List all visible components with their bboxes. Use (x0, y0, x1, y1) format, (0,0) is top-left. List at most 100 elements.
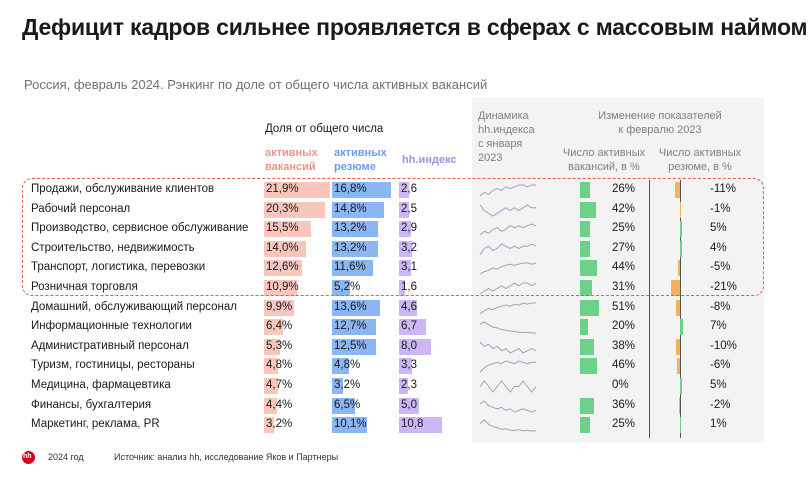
resumes-bar (332, 260, 373, 277)
hh-index-bar (399, 358, 413, 375)
vacancy-change-bar (580, 417, 590, 434)
hh-index-value: 4,6 (401, 300, 417, 313)
resumes-value: 16,8% (334, 183, 367, 195)
resumes-bar (332, 299, 380, 316)
hh-index-value: 3,3 (401, 359, 417, 372)
resume-change-value: -2% (710, 398, 731, 411)
hh-index-sparkline (479, 360, 536, 373)
table-row: Информационные технологии 6,4% 12,7% 6,7 20%… (0, 317, 808, 337)
header-resumes-line1: активных (334, 147, 387, 159)
resumes-bar (332, 201, 384, 218)
vacancies-bar (264, 240, 306, 257)
resumes-value: 12,7% (334, 320, 367, 333)
vacancies-value: 14,0% (266, 241, 299, 254)
header-dynamics: Динамика hh.индекса с января 2023 (478, 109, 535, 165)
header-vacancies-line2: вакансий (265, 161, 316, 173)
row-label: Транспорт, логистика, перевозки (31, 261, 206, 274)
chart-subtitle: Россия, февраль 2024. Рэнкинг по доле от… (24, 77, 488, 92)
row-label: Финансы, бухгалтерия (31, 398, 152, 411)
header-resumes: активных резюме (334, 146, 387, 174)
vacancies-value: 20,3% (266, 202, 299, 215)
vacancies-bar (264, 397, 278, 414)
hh-index-bar (399, 378, 409, 394)
resume-change-axis (680, 180, 681, 438)
table-row: Медицина, фармацевтика 4,7% 3,2% 2,3 0% 5% (0, 376, 808, 396)
hh-index-value: 5,0 (401, 398, 417, 411)
header-change-vacancies: Число активных вакансий, в % (556, 146, 652, 174)
resumes-value: 12,5% (334, 339, 367, 352)
resume-change-bar (679, 397, 680, 414)
table-row: Производство, сервисное обслуживание 15,5… (0, 219, 808, 239)
resumes-bar (332, 397, 355, 414)
hh-index-value: 1,6 (401, 281, 417, 293)
sparkline-path (479, 341, 537, 354)
header-hh-index: hh.индекс (402, 154, 457, 166)
vacancies-value: 4,8% (266, 359, 293, 372)
hh-index-bar (399, 280, 406, 296)
vacancy-change-bar (580, 182, 590, 198)
vacancy-change-bar (580, 319, 588, 336)
header-dynamics-line2: hh.индекса (478, 124, 535, 136)
resumes-bar (332, 182, 391, 198)
vacancy-change-value: 51% (612, 300, 636, 313)
row-label: Рабочий персонал (31, 202, 131, 215)
table-row: Продажи, обслуживание клиентов 21,9% 16,8%… (0, 180, 808, 200)
sparkline-path (479, 399, 537, 413)
sparkline-path (479, 223, 537, 236)
resume-change-bar (680, 221, 683, 238)
table-row: Строительство, недвижимость 14,0% 13,2% 3,2… (0, 239, 808, 259)
hh-logo-text: hh (23, 453, 32, 460)
footer-source: Источник: анализ hh, исследование Яков и… (114, 452, 339, 462)
table-row: Рабочий персонал 20,3% 14,8% 2,5 42% -1% (0, 200, 808, 220)
vacancies-value: 9,9% (266, 300, 293, 313)
hh-index-sparkline (479, 341, 537, 354)
header-vacancies-line1: активных (265, 147, 318, 159)
hh-index-bar (399, 338, 431, 355)
sparkline-path (479, 282, 537, 295)
vacancy-change-bar (580, 299, 600, 316)
dynamics-panel-background (472, 98, 764, 443)
resume-change-bar (680, 240, 682, 257)
header-resumes-line2: резюме (334, 161, 376, 173)
vacancy-change-value: 46% (612, 359, 636, 372)
resume-change-value: -10% (710, 339, 737, 352)
vacancies-bar (264, 319, 284, 336)
row-label: Маркетинг, реклама, PR (31, 418, 160, 431)
vacancies-value: 3,2% (266, 418, 293, 431)
resumes-value: 10,1% (334, 418, 367, 431)
hh-index-sparkline (479, 262, 537, 275)
vacancy-change-value: 26% (612, 183, 636, 195)
vacancies-bar (264, 280, 297, 296)
sparkline-path (479, 262, 537, 275)
vacancy-change-bar (580, 221, 590, 238)
resume-change-value: 7% (710, 320, 727, 333)
sparkline-path (479, 302, 536, 314)
row-label: Информационные технологии (31, 320, 192, 333)
hh-index-value: 2,5 (401, 202, 417, 215)
sparkline-path (479, 243, 537, 256)
vacancies-bar (264, 182, 330, 198)
sparkline-path (479, 203, 536, 217)
hh-index-value: 8,0 (401, 339, 417, 352)
sparkline-path (479, 360, 536, 373)
hh-index-bar (399, 397, 419, 414)
sparkline-path (479, 380, 537, 393)
hh-index-bar (399, 319, 426, 336)
header-change-resumes-line2: резюме, в % (668, 161, 732, 173)
vacancy-change-value: 25% (612, 222, 636, 235)
resume-change-bar (675, 182, 680, 198)
resume-change-bar (670, 280, 680, 296)
hh-index-sparkline (479, 399, 537, 413)
hh-index-sparkline (479, 203, 536, 217)
hh-index-value: 2,9 (401, 222, 417, 235)
hh-index-value: 2,6 (401, 183, 417, 195)
vacancies-bar (264, 378, 279, 394)
hh-index-bar (399, 201, 409, 218)
resumes-bar (332, 221, 379, 238)
sparkline-path (479, 184, 536, 197)
table-row: Розничная торговля 10,9% 5,2% 1,6 31% -21% (0, 278, 808, 298)
hh-index-value: 3,1 (401, 261, 417, 274)
vacancies-bar (264, 201, 325, 218)
hh-index-bar (399, 299, 418, 316)
row-label: Производство, сервисное обслуживание (31, 222, 249, 235)
